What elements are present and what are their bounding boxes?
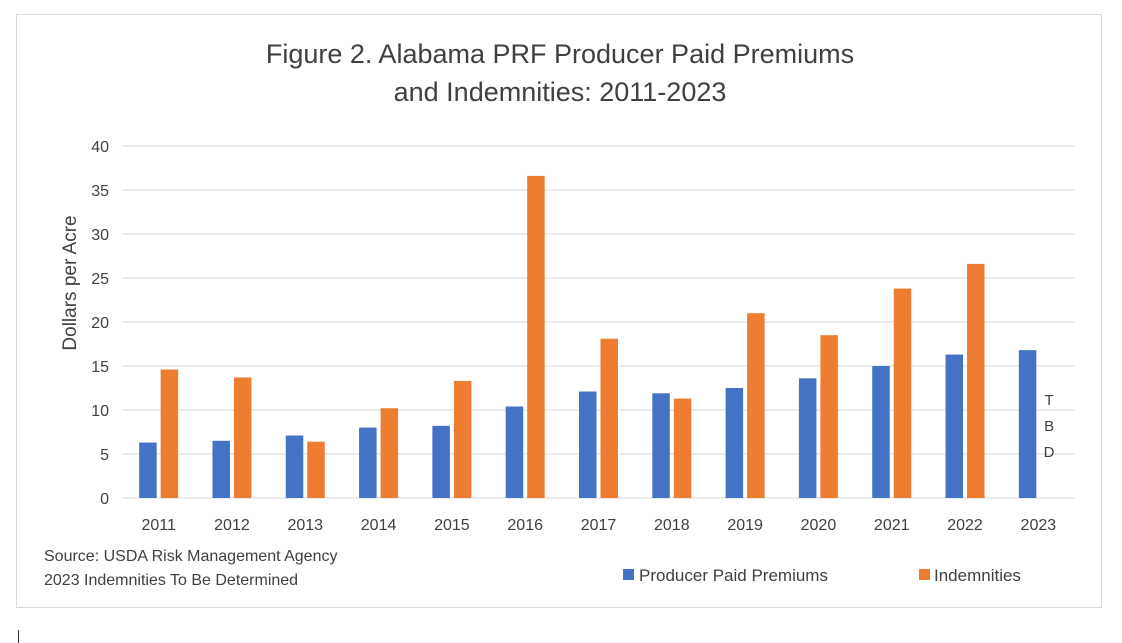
bar-premiums-2021 — [872, 366, 890, 498]
bar-premiums-2020 — [798, 378, 817, 498]
x-tick-label: 2011 — [141, 517, 176, 534]
bar-indemnities-2020 — [820, 335, 838, 498]
bar-indemnities-2017 — [600, 338, 618, 498]
y-tick-labels: 0 5 10 15 20 25 30 35 40 — [91, 139, 109, 508]
bar-premiums-2012 — [212, 440, 230, 498]
bar-premiums-2023 — [1018, 350, 1037, 498]
y-tick-label: 10 — [91, 403, 109, 420]
source-note: Source: USDA Risk Management Agency — [44, 548, 337, 565]
gridlines — [122, 145, 1075, 499]
x-tick-label: 2012 — [214, 517, 250, 534]
x-tick-label: 2019 — [727, 517, 763, 534]
bar-premiums-2015 — [432, 425, 450, 498]
tbd-letter: B — [1044, 418, 1054, 435]
bar-premiums-2013 — [285, 435, 304, 498]
bar-indemnities-2013 — [307, 441, 325, 498]
x-tick-labels: 2011 2012 2013 2014 2015 2016 2017 2018 2019 2020… — [141, 517, 1056, 534]
y-tick-label: 5 — [100, 447, 109, 464]
y-tick-label: 15 — [91, 359, 109, 376]
bar-indemnities-2016 — [527, 175, 545, 499]
bar-premiums-2018 — [652, 393, 670, 498]
bar-premiums-2011 — [139, 442, 157, 498]
bar-indemnities-2015 — [453, 380, 472, 498]
text-cursor-mark — [18, 630, 19, 643]
x-tick-label: 2017 — [581, 517, 617, 534]
x-tick-label: 2021 — [874, 517, 910, 534]
legend-label-indemnities: Indemnities — [934, 566, 1021, 585]
bar-premiums-2017 — [579, 391, 597, 498]
y-tick-label: 20 — [91, 315, 109, 332]
chart-title-line-2: and Indemnities: 2011-2023 — [394, 77, 727, 107]
tbd-letter: D — [1044, 444, 1055, 461]
chart-title-line-1: Figure 2. Alabama PRF Producer Paid Prem… — [266, 39, 854, 69]
bar-indemnities-2014 — [380, 408, 399, 498]
bars — [139, 175, 1037, 499]
x-tick-label: 2016 — [507, 517, 543, 534]
chart-svg: Figure 2. Alabama PRF Producer Paid Prem… — [44, 39, 1075, 589]
bar-premiums-2014 — [359, 427, 377, 498]
y-tick-label: 0 — [100, 491, 109, 508]
chart-frame: Figure 2. Alabama PRF Producer Paid Prem… — [16, 14, 1102, 608]
bar-premiums-2019 — [725, 388, 744, 498]
legend-swatch-indemnities — [919, 569, 930, 580]
legend: Producer Paid Premiums Indemnities — [623, 566, 1021, 585]
legend-swatch-premiums — [623, 569, 634, 580]
bar-indemnities-2021 — [893, 288, 912, 498]
bar-indemnities-2018 — [673, 398, 692, 498]
bar-indemnities-2022 — [967, 263, 985, 498]
x-tick-label: 2022 — [947, 517, 983, 534]
x-tick-label: 2015 — [434, 517, 470, 534]
tbd-note: 2023 Indemnities To Be Determined — [44, 572, 298, 589]
tbd-letter: T — [1045, 392, 1054, 409]
bar-indemnities-2019 — [747, 313, 765, 498]
y-tick-label: 35 — [91, 183, 109, 200]
x-tick-label: 2018 — [654, 517, 690, 534]
x-tick-label: 2020 — [801, 517, 837, 534]
x-tick-label: 2014 — [361, 517, 397, 534]
x-tick-label: 2013 — [287, 517, 323, 534]
bar-premiums-2022 — [945, 354, 964, 498]
bar-premiums-2016 — [505, 406, 524, 498]
bar-indemnities-2012 — [233, 377, 252, 498]
bar-indemnities-2011 — [160, 369, 179, 498]
y-tick-label: 30 — [91, 227, 109, 244]
y-tick-label: 25 — [91, 271, 109, 288]
legend-label-premiums: Producer Paid Premiums — [639, 566, 828, 585]
y-axis-title: Dollars per Acre — [60, 215, 81, 350]
y-tick-label: 40 — [91, 139, 109, 156]
tbd-annotation: TBD — [1044, 392, 1055, 461]
x-tick-label: 2023 — [1021, 517, 1057, 534]
